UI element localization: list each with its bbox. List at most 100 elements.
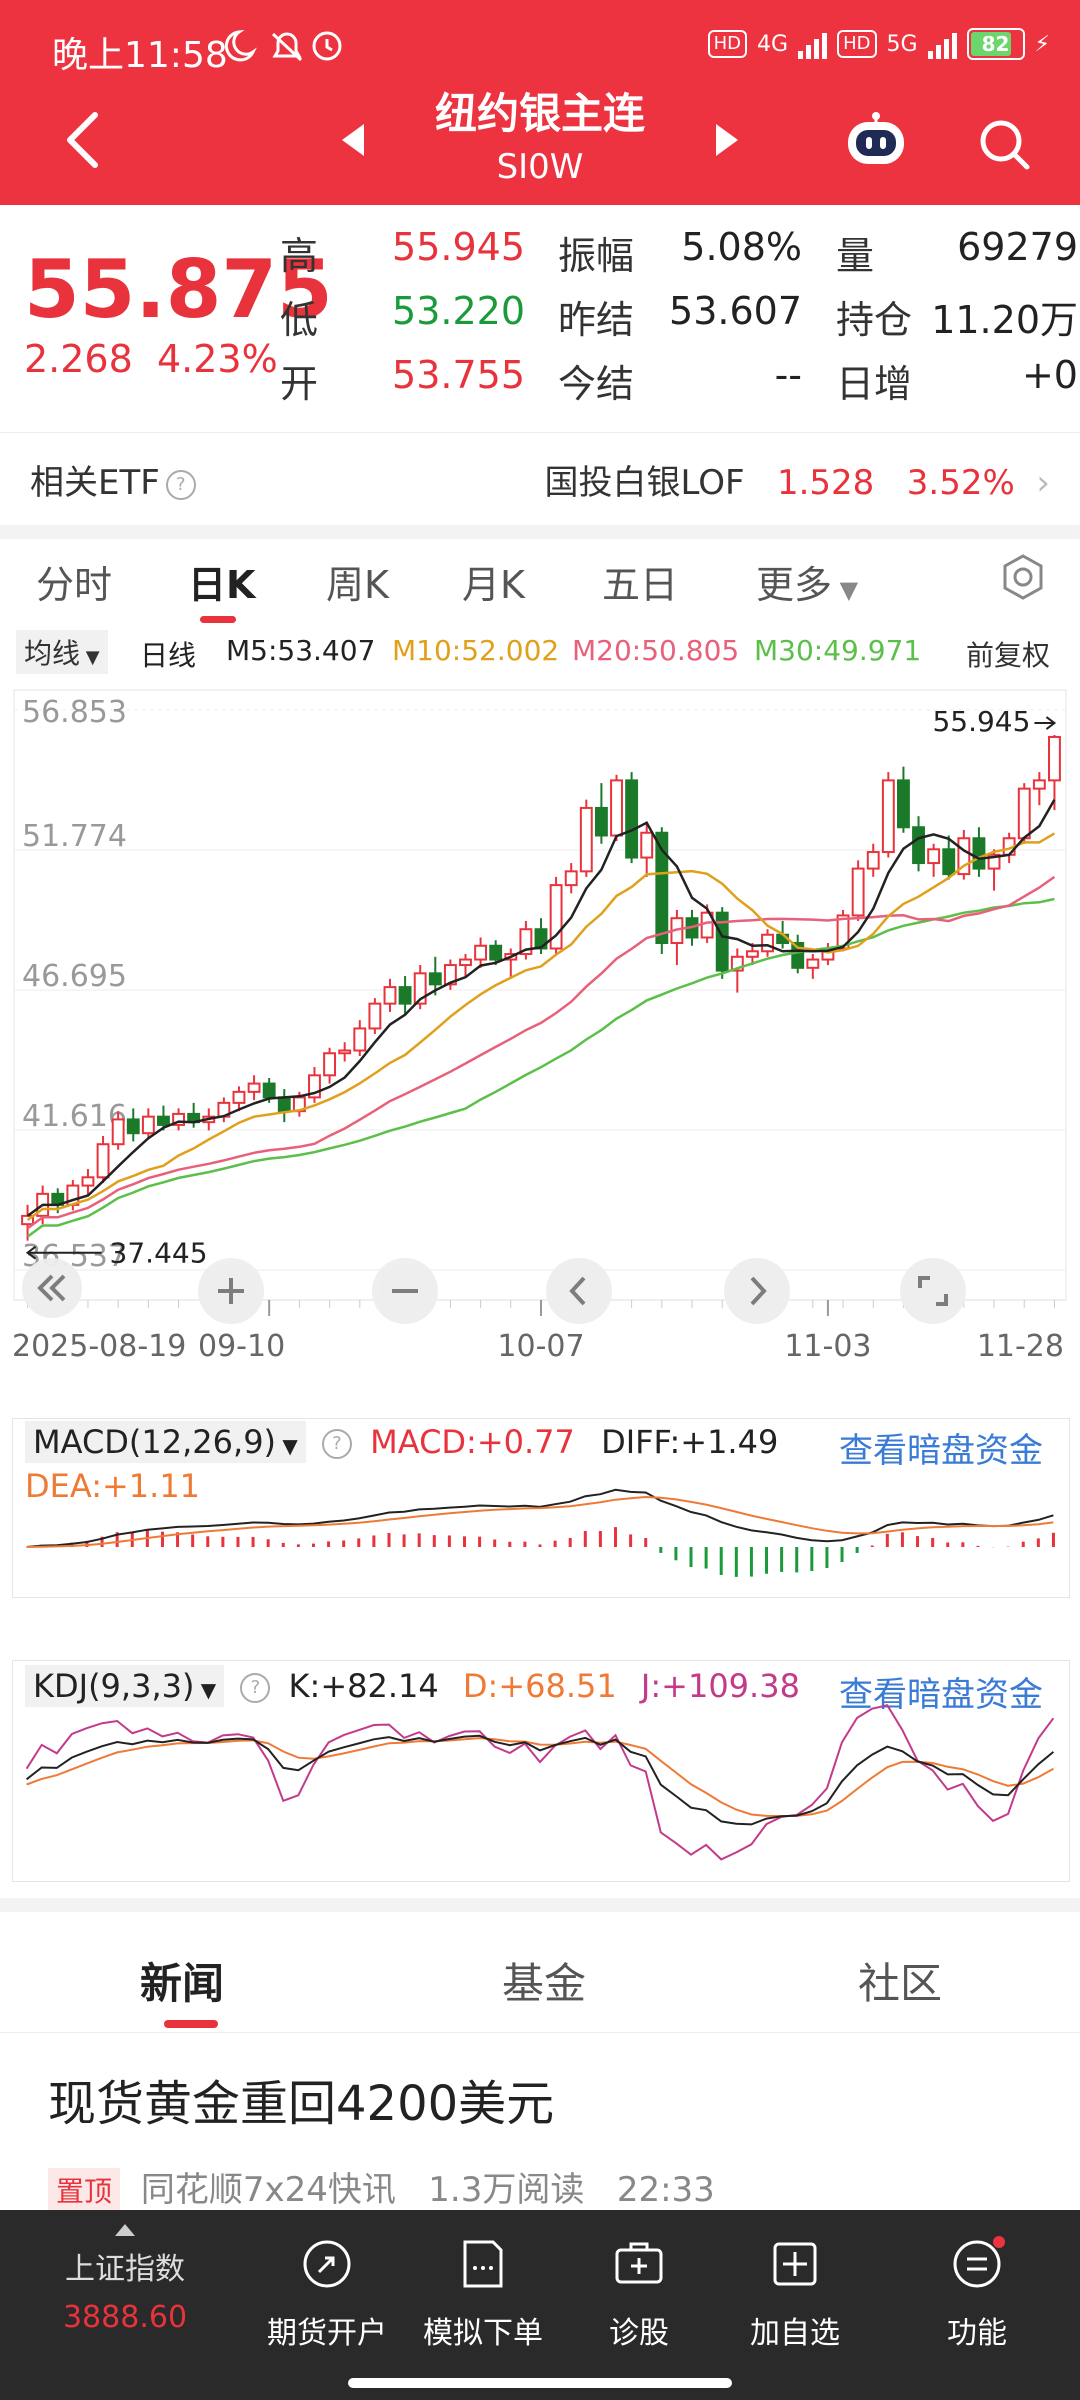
candle-body (730, 955, 744, 972)
zoom-in-button[interactable] (198, 1258, 264, 1324)
candle-body (761, 933, 774, 953)
kdj-selector[interactable]: KDJ(9,3,3) ▼ (25, 1665, 225, 1707)
diagnose-stock-button[interactable]: 诊股 (574, 2236, 704, 2352)
macd-selector[interactable]: MACD(12,26,9) ▼ (25, 1421, 306, 1463)
index-ticker[interactable]: 上证指数 3888.60 (40, 2224, 210, 2335)
next-contract-icon[interactable] (716, 124, 738, 156)
back-icon[interactable] (55, 100, 115, 180)
chevron-right-icon: › (1036, 463, 1050, 503)
macd-header: MACD(12,26,9) ▼ ? MACD:+0.77 DIFF:+1.49 (25, 1421, 778, 1463)
value-daily-increase: +0 (1021, 353, 1078, 397)
fullscreen-button[interactable] (900, 1258, 966, 1324)
robot-assistant-icon[interactable] (842, 110, 910, 170)
x-tick-label: 10-07 (497, 1329, 584, 1364)
label-open-interest: 持仓 (836, 298, 913, 342)
tab-daily-k[interactable]: 日K (188, 563, 256, 607)
dea-line (26, 1495, 1054, 1548)
status-bar: 晚上11:58 HD 4G HD 5G 82 ⚡ (0, 0, 1080, 100)
low-price-label: 37.445 (110, 1237, 208, 1270)
candle-body (111, 1118, 125, 1146)
label-prev-settle: 昨结 (558, 298, 635, 342)
tab-five-day[interactable]: 五日 (602, 563, 679, 607)
tab-community[interactable]: 社区 (858, 1959, 943, 2008)
candle-body (745, 950, 759, 958)
ma5-line (26, 799, 1056, 1217)
settings-icon[interactable] (998, 552, 1048, 602)
quote-panel: 55.875 2.268 4.23% 高 低 开 55.945 53.220 5… (0, 205, 1080, 430)
signal-icon-2 (927, 29, 957, 59)
help-icon[interactable]: ? (321, 1429, 352, 1459)
scroll-left-button[interactable] (546, 1258, 612, 1324)
news-item[interactable]: 现货黄金重回4200美元 置顶 同花顺7x24快讯 1.3万阅读 22:33 (0, 2020, 1080, 2212)
tab-monthly-k[interactable]: 月K (462, 563, 525, 607)
net-5g: 5G (886, 31, 918, 57)
candle-body (232, 1090, 246, 1104)
active-tab-indicator (200, 616, 236, 623)
ma20-line (26, 875, 1056, 1230)
ma10-line (26, 832, 1056, 1222)
macd-panel[interactable]: MACD(12,26,9) ▼ ? MACD:+0.77 DIFF:+1.49 … (12, 1418, 1070, 1598)
candle-body (927, 848, 941, 865)
high-arrowhead (1045, 716, 1057, 730)
candle-body (836, 914, 850, 950)
search-icon[interactable] (975, 115, 1035, 175)
prev-contract-icon[interactable] (342, 124, 364, 156)
kdj-panel[interactable]: KDJ(9,3,3) ▼ ? K:+82.14 D:+68.51 J:+109.… (12, 1660, 1070, 1882)
candle-body (610, 779, 623, 837)
etf-quote[interactable]: 国投白银LOF 1.528 3.52% › (544, 455, 1050, 504)
chevron-down-icon: ▼ (276, 1434, 298, 1458)
simulated-order-button[interactable]: 模拟下单 (418, 2236, 548, 2352)
help-icon[interactable]: ? (165, 469, 196, 500)
briefcase-plus-icon (615, 2242, 663, 2284)
news-title[interactable]: 现货黄金重回4200美元 (48, 2076, 555, 2132)
value-volume: 69279 (957, 225, 1078, 269)
document-icon (463, 2240, 503, 2288)
candle-body (489, 944, 503, 961)
candle-body (474, 944, 488, 961)
adjust-mode[interactable]: 前复权 (966, 639, 1051, 672)
kline-chart[interactable]: 56.85351.77446.69541.61636.53755.94537.4… (0, 680, 1080, 1400)
ma-selector[interactable]: 均线 ▼ (16, 630, 108, 674)
candle-body (398, 986, 412, 1005)
candle-body (368, 1002, 382, 1030)
tab-more[interactable]: 更多 ▼ (756, 563, 859, 607)
candle-body (851, 867, 865, 917)
candle-body (459, 958, 472, 967)
related-etf-row[interactable]: 相关ETF? 国投白银LOF 1.528 3.52% › (0, 432, 1080, 539)
candle-body (96, 1143, 110, 1179)
header-bar: 晚上11:58 HD 4G HD 5G 82 ⚡ 纽约银主连 SI0W (0, 0, 1080, 205)
home-indicator (348, 2378, 732, 2388)
candle-body (277, 1096, 291, 1113)
macd-value: MACD:+0.77 (370, 1423, 575, 1461)
tab-intraday[interactable]: 分时 (36, 563, 113, 607)
news-meta: 置顶 同花顺7x24快讯 1.3万阅读 22:33 (48, 2162, 715, 2212)
k-value: K:+82.14 (288, 1667, 439, 1705)
j-value: J:+109.38 (640, 1667, 800, 1705)
scroll-right-button[interactable] (724, 1258, 790, 1324)
candle-body (564, 870, 578, 887)
ma-m10: M10:52.002 (392, 634, 560, 667)
candle-body (715, 911, 729, 972)
candle-body (323, 1052, 337, 1077)
dea-value: DEA:+1.11 (25, 1467, 201, 1505)
value-today-settle: -- (774, 353, 802, 397)
tab-weekly-k[interactable]: 周K (326, 563, 389, 607)
candle-body (338, 1049, 352, 1055)
k-line (25, 1734, 1055, 1826)
label-low: 低 (280, 298, 319, 342)
tab-fund[interactable]: 基金 (502, 1959, 587, 2008)
zoom-out-button[interactable] (372, 1258, 438, 1324)
help-icon[interactable]: ? (240, 1673, 271, 1703)
account-icon (303, 2240, 351, 2288)
scroll-start-button[interactable] (22, 1258, 82, 1318)
candle-body (81, 1176, 95, 1187)
candle-body (172, 1112, 186, 1126)
dark-pool-link-macd[interactable]: 查看暗盘资金 (839, 1431, 1043, 1471)
candle-body (157, 1115, 170, 1126)
add-watchlist-button[interactable]: 加自选 (730, 2236, 860, 2352)
x-tick-label: 11-28 (977, 1329, 1064, 1364)
functions-button[interactable]: 功能 (912, 2236, 1042, 2352)
futures-account-button[interactable]: 期货开户 (262, 2236, 392, 2352)
net-4g: 4G (757, 31, 789, 57)
tab-news[interactable]: 新闻 (140, 1959, 225, 2008)
